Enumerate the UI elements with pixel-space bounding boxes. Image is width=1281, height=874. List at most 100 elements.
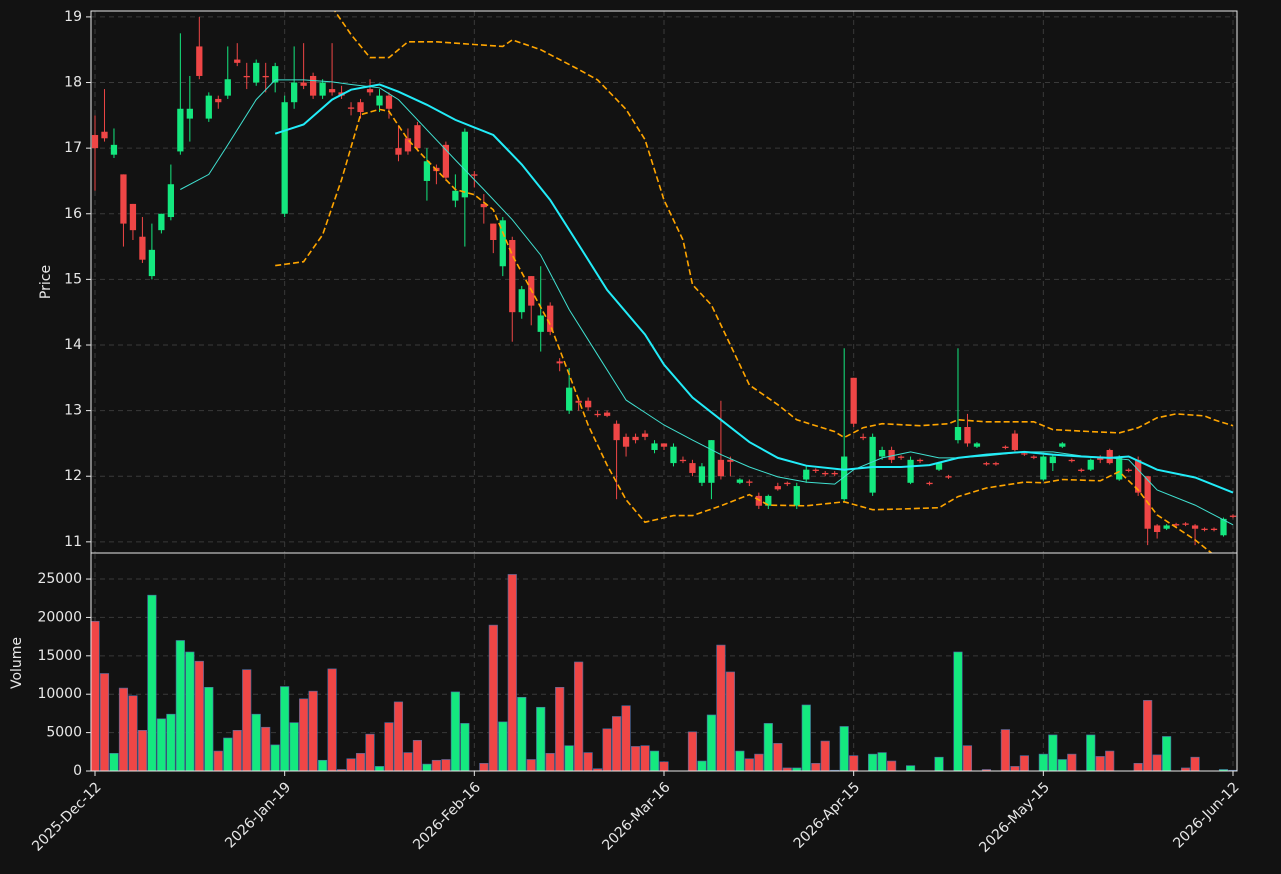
candle-body (992, 463, 1000, 465)
candle-body (366, 89, 374, 93)
x-tick-label: 2026-Apr-15 (791, 779, 864, 852)
candles (91, 11, 1237, 553)
volume-bar (839, 726, 849, 772)
candle-body (945, 476, 952, 478)
volume-bar (659, 761, 669, 772)
volume-bar (953, 651, 963, 772)
volume-bar (137, 730, 147, 772)
candle-body (1040, 456, 1047, 480)
volume-bar (118, 687, 129, 772)
volume-bar (640, 745, 650, 772)
candle-body (774, 486, 781, 490)
candle-body (509, 240, 516, 313)
volume-bar (204, 687, 214, 772)
x-tick-label: 2026-Mar-16 (599, 779, 673, 853)
candle-body (1068, 459, 1075, 462)
candle-body (1135, 459, 1142, 493)
volume-bar (697, 760, 707, 772)
candle-body (973, 443, 981, 447)
volume-bar (251, 713, 261, 772)
volume-bar (725, 671, 735, 772)
y-tick-label: 25000 (37, 571, 82, 587)
y-axis-label: Price (38, 265, 54, 299)
candle-body (1210, 528, 1218, 531)
candle-body (300, 82, 307, 86)
candle-body (812, 469, 819, 471)
volume-bar (630, 746, 641, 772)
candle-body (983, 463, 990, 465)
volume-bar (1143, 700, 1153, 772)
candle-body (319, 82, 326, 96)
volume-bar (374, 766, 385, 772)
volume-bar (564, 745, 574, 772)
candle-body (755, 495, 762, 506)
candle-body (1049, 456, 1056, 464)
candle-body (461, 131, 468, 198)
candle-body (888, 449, 895, 460)
candle-body (423, 161, 431, 181)
volume-bar (1067, 753, 1077, 772)
candle-body (243, 75, 250, 78)
candle-body (878, 449, 886, 457)
candle-body (1011, 433, 1019, 450)
volume-bar (962, 745, 973, 772)
y-tick-label: 14 (64, 337, 82, 353)
candle-body (1220, 518, 1227, 536)
x-tick-label: 2026-Jan-19 (222, 779, 294, 851)
volume-bar (1038, 753, 1048, 772)
volume-bar (422, 763, 432, 772)
volume-bar (393, 701, 404, 772)
volume-bar (498, 721, 508, 772)
candle-body (822, 472, 829, 475)
volume-bar (299, 698, 309, 772)
volume-bar (270, 744, 280, 772)
candle-body (575, 400, 582, 403)
volume-bar (1057, 759, 1067, 772)
candle-body (594, 413, 601, 416)
candle-body (622, 436, 630, 447)
volume-bar (887, 760, 897, 772)
volume-bar (194, 660, 204, 772)
volume-bar (166, 713, 176, 772)
x-tick-label: 2026-May-15 (976, 779, 1053, 856)
candle-body (1229, 515, 1237, 517)
candle-body (1116, 456, 1123, 480)
volume-bar (289, 722, 299, 772)
candle-body (234, 59, 241, 63)
volume-bar (1010, 766, 1020, 772)
candle-body (1163, 525, 1170, 529)
candle-body (442, 144, 450, 178)
volume-bar (412, 739, 423, 772)
y-tick-label: 15000 (37, 648, 82, 664)
volume-bar (1000, 729, 1010, 772)
volume-bar (555, 687, 565, 772)
candle-body (679, 459, 687, 462)
volume-bar (545, 753, 555, 772)
volume-bar (1162, 736, 1172, 772)
candle-body (841, 456, 848, 500)
volume-bar (441, 759, 451, 772)
y-tick-label: 12 (64, 468, 82, 484)
volume-bar (877, 752, 887, 772)
candle-body (850, 377, 857, 424)
candle-body (480, 203, 487, 208)
candle-body (518, 289, 525, 313)
volume-bar (232, 730, 242, 772)
candle-body (167, 184, 174, 218)
candle-body (120, 174, 127, 224)
candle-body (698, 466, 706, 483)
candle-body (765, 495, 772, 506)
volume-bar (1086, 734, 1096, 772)
overlay-line (180, 79, 1234, 526)
candle-body (547, 305, 554, 332)
candle-body (328, 89, 336, 93)
y-tick-label: 11 (64, 534, 82, 550)
candle-body (670, 446, 677, 464)
candle-body (148, 249, 156, 277)
candle-body (869, 436, 876, 493)
candle-body (347, 107, 355, 109)
candle-body (291, 82, 298, 103)
candle-body (585, 400, 592, 408)
x-tick-label: 2025-Dec-12 (29, 779, 104, 854)
